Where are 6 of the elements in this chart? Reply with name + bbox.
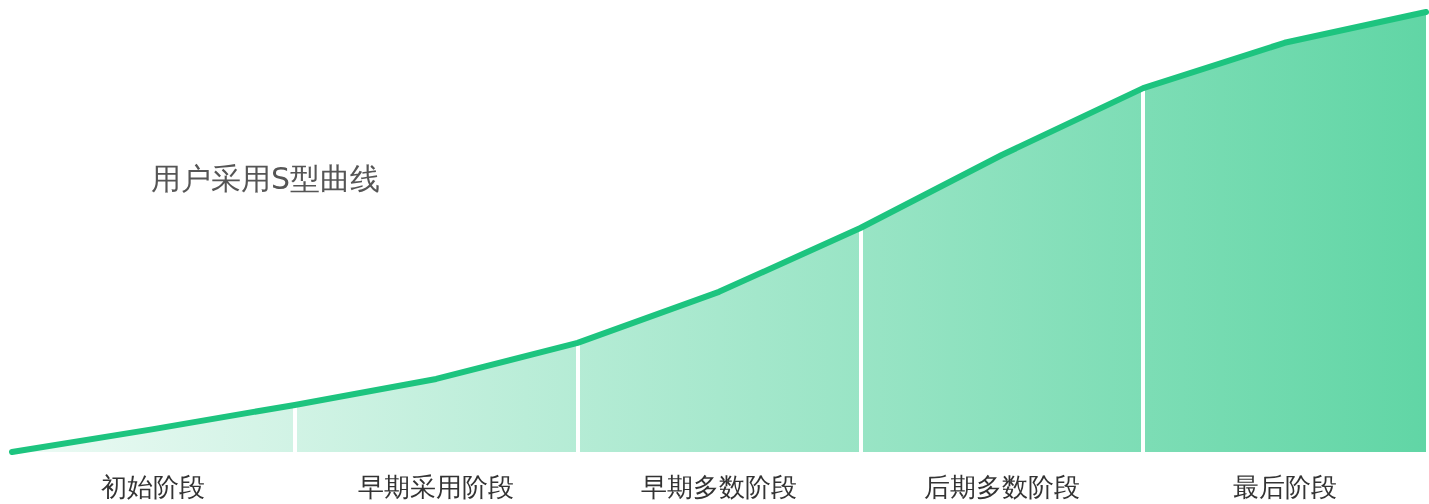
text: 用户采用S型曲线: [151, 160, 381, 196]
x-tick-label: 初始阶段: [101, 472, 206, 502]
x-tick-label: 早期多数阶段: [641, 472, 797, 502]
x-tick-label: 早期采用阶段: [358, 472, 515, 502]
x-tick-label: 最后阶段: [1232, 472, 1337, 502]
x-tick-label: 后期多数阶段: [923, 472, 1080, 502]
